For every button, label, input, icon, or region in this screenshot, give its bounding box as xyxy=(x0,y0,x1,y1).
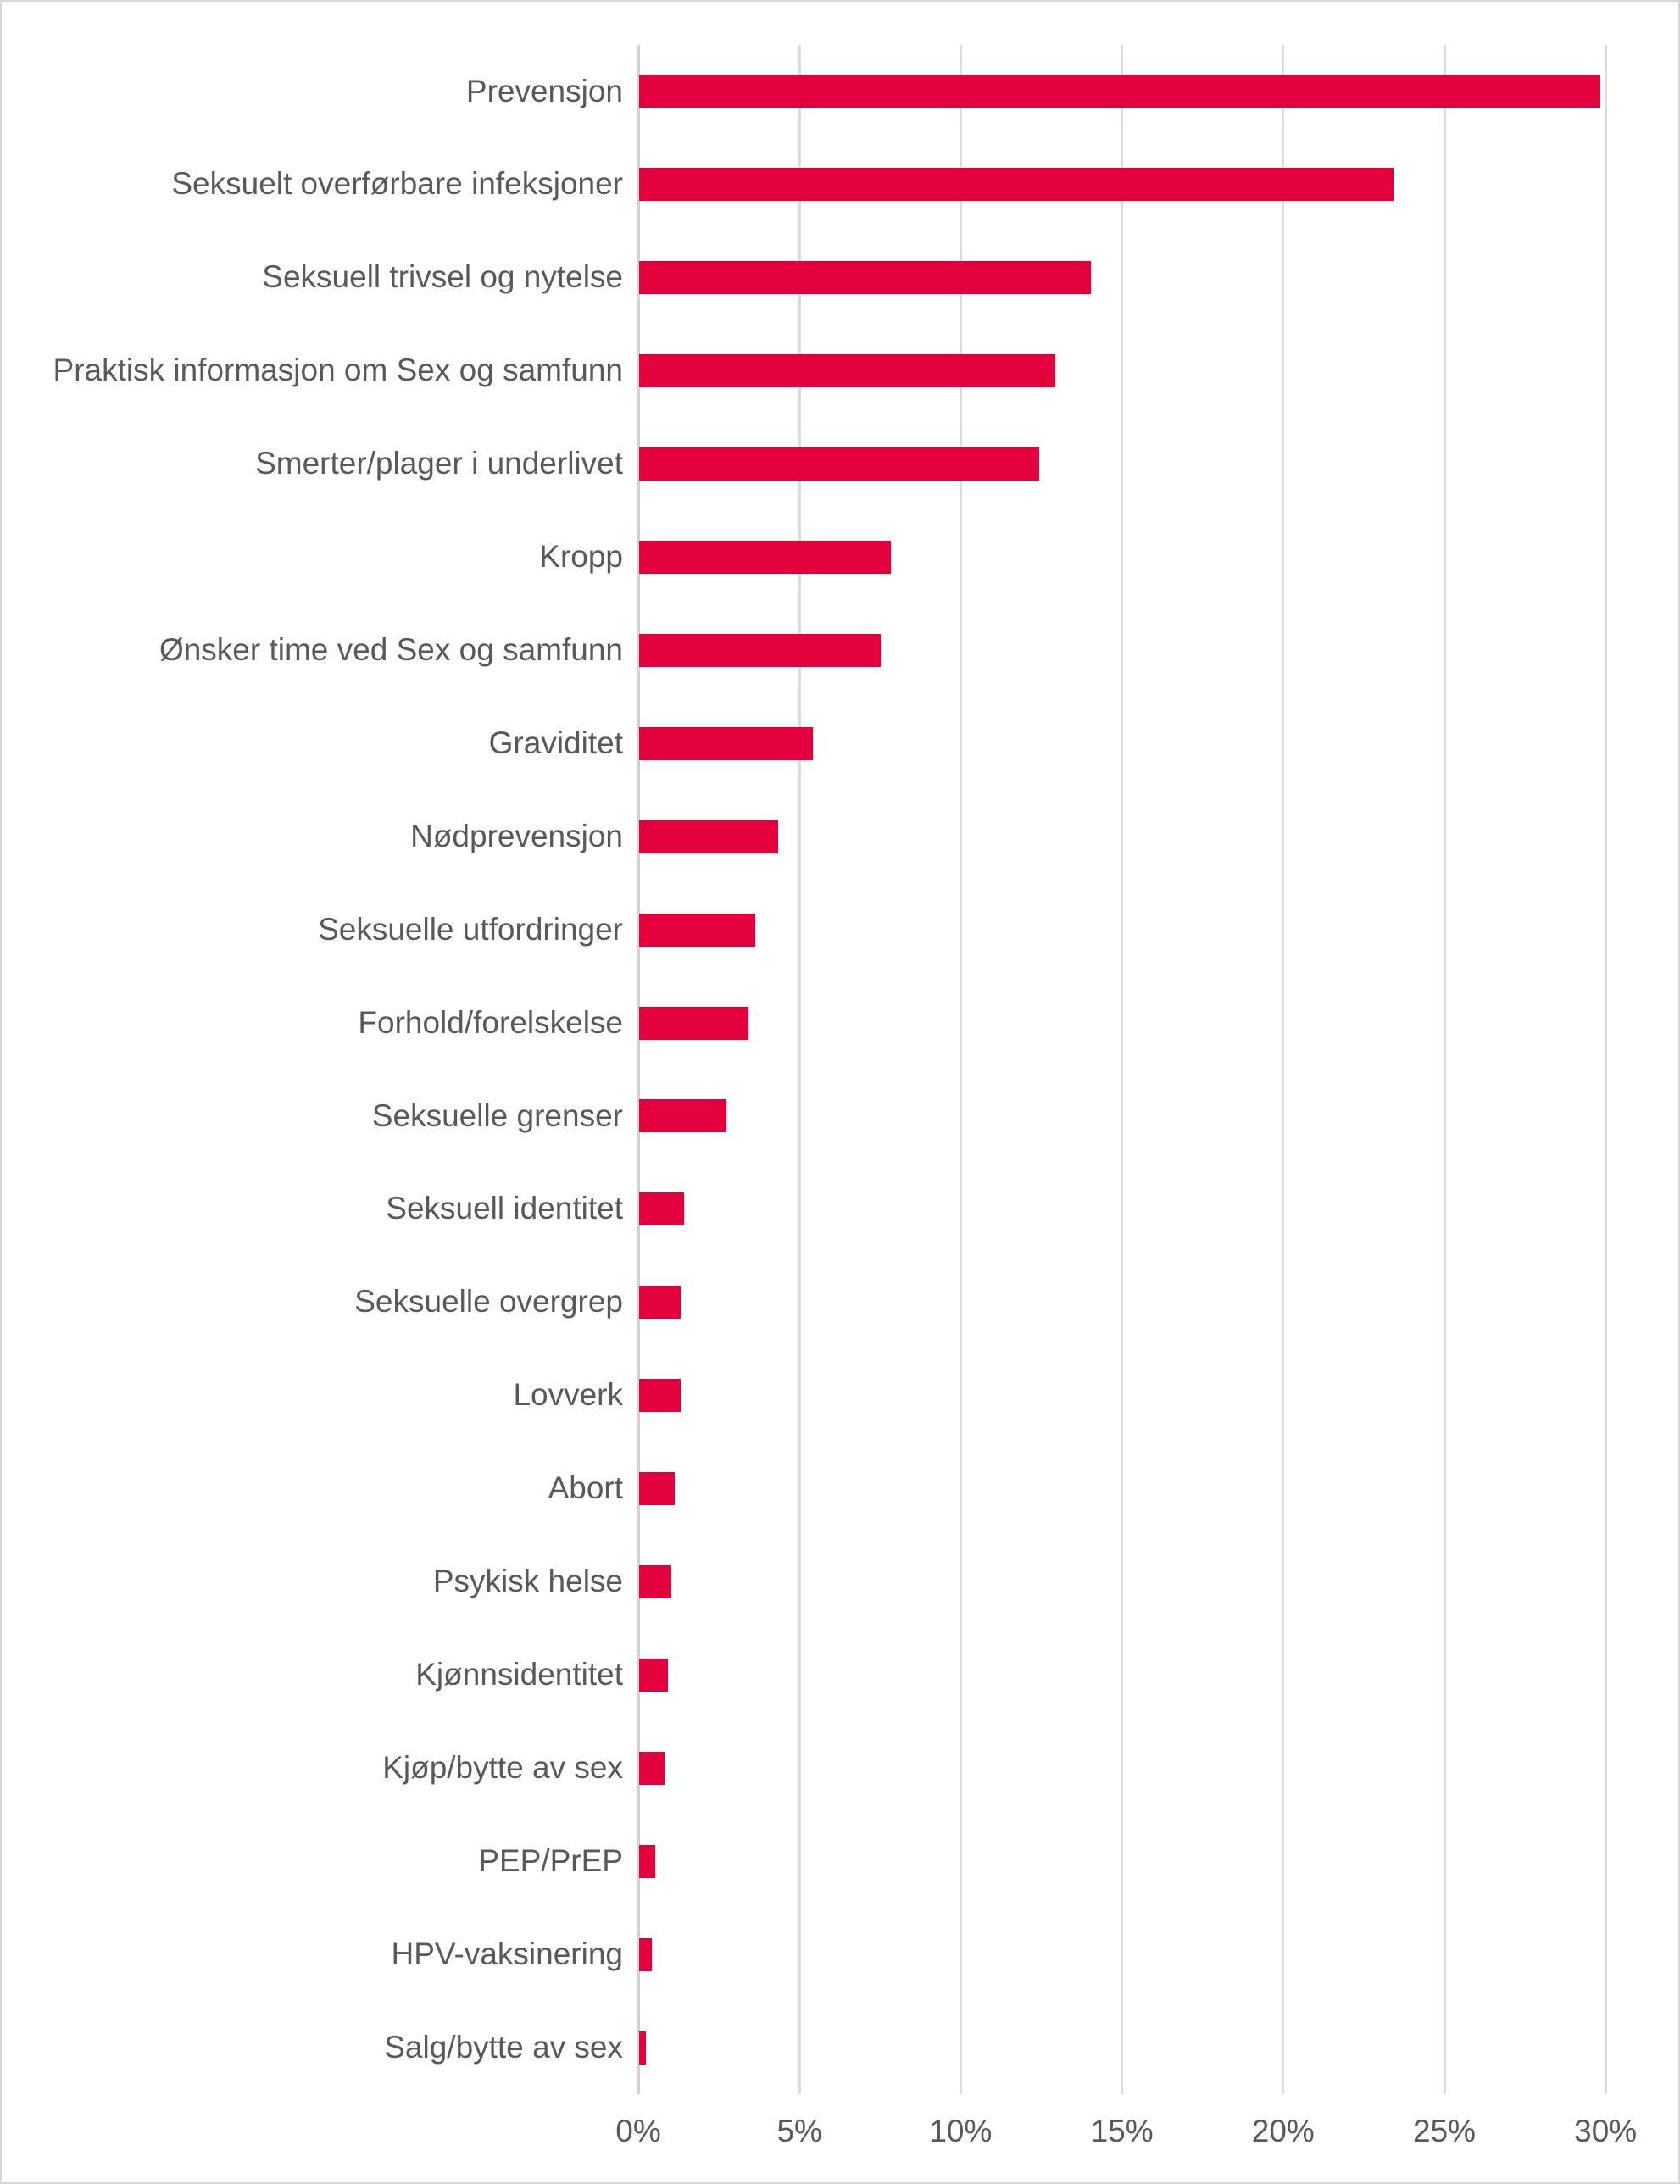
bar xyxy=(639,75,1600,108)
gridline xyxy=(1282,45,1285,2094)
bar xyxy=(639,1192,685,1226)
bar xyxy=(639,447,1039,481)
bar xyxy=(639,1844,656,1878)
bar xyxy=(639,1099,726,1133)
category-label: Abort xyxy=(548,1470,623,1506)
x-tick-label: 10% xyxy=(929,2114,993,2148)
category-label: Lovverk xyxy=(513,1377,623,1413)
category-label: Seksuelle utfordringer xyxy=(318,911,623,947)
gridline xyxy=(1443,45,1446,2094)
bar xyxy=(639,354,1055,388)
gridline xyxy=(798,45,801,2094)
category-label: Psykisk helse xyxy=(432,1564,623,1599)
bar xyxy=(639,1565,672,1598)
x-tick-label: 30% xyxy=(1574,2114,1638,2148)
bar xyxy=(639,633,882,667)
category-label: Graviditet xyxy=(488,725,623,760)
bar xyxy=(639,541,891,574)
category-axis-line xyxy=(637,45,640,2094)
x-tick-label: 20% xyxy=(1251,2114,1315,2148)
gridline xyxy=(959,45,962,2094)
x-tick-label: 15% xyxy=(1090,2114,1154,2148)
category-label: Kjønnsidentitet xyxy=(415,1656,623,1692)
bar xyxy=(639,820,778,853)
category-label: Kropp xyxy=(539,539,623,575)
category-label: Salg/bytte av sex xyxy=(384,2029,623,2065)
bar xyxy=(639,1751,665,1785)
bar xyxy=(639,261,1091,295)
category-label: Smerter/plager i underlivet xyxy=(255,446,623,481)
category-label: Praktisk informasjon om Sex og samfunn xyxy=(53,353,623,388)
category-label: Nødprevensjon xyxy=(410,818,623,853)
bar xyxy=(639,1379,681,1413)
category-label: PEP/PrEP xyxy=(478,1842,623,1878)
bar xyxy=(639,1006,749,1040)
bar xyxy=(639,913,755,947)
x-tick-label: 0% xyxy=(615,2114,661,2148)
bar xyxy=(639,168,1394,202)
category-label: Forhold/forelskelse xyxy=(358,1004,623,1040)
gridline xyxy=(1604,45,1607,2094)
bar xyxy=(639,1472,675,1506)
bar xyxy=(639,1286,681,1320)
category-label: Seksuelle overgrep xyxy=(354,1284,623,1320)
bar xyxy=(639,726,814,760)
category-label: Seksuell identitet xyxy=(386,1191,623,1226)
category-label: Seksuelle grenser xyxy=(371,1098,623,1133)
bar xyxy=(639,1658,669,1692)
category-label: Seksuelt overførbare infeksjoner xyxy=(171,166,623,202)
bar xyxy=(639,2031,646,2065)
x-tick-label: 25% xyxy=(1412,2114,1477,2148)
bar xyxy=(639,1937,653,1971)
category-label: Ønsker time ved Sex og samfunn xyxy=(159,631,623,667)
category-label: HPV-vaksinering xyxy=(391,1936,623,1971)
category-label: Prevensjon xyxy=(465,73,623,108)
x-tick-label: 5% xyxy=(776,2114,822,2148)
category-label: Seksuell trivsel og nytelse xyxy=(262,259,623,295)
gridline xyxy=(1121,45,1124,2094)
category-label: Kjøp/bytte av sex xyxy=(382,1749,623,1785)
